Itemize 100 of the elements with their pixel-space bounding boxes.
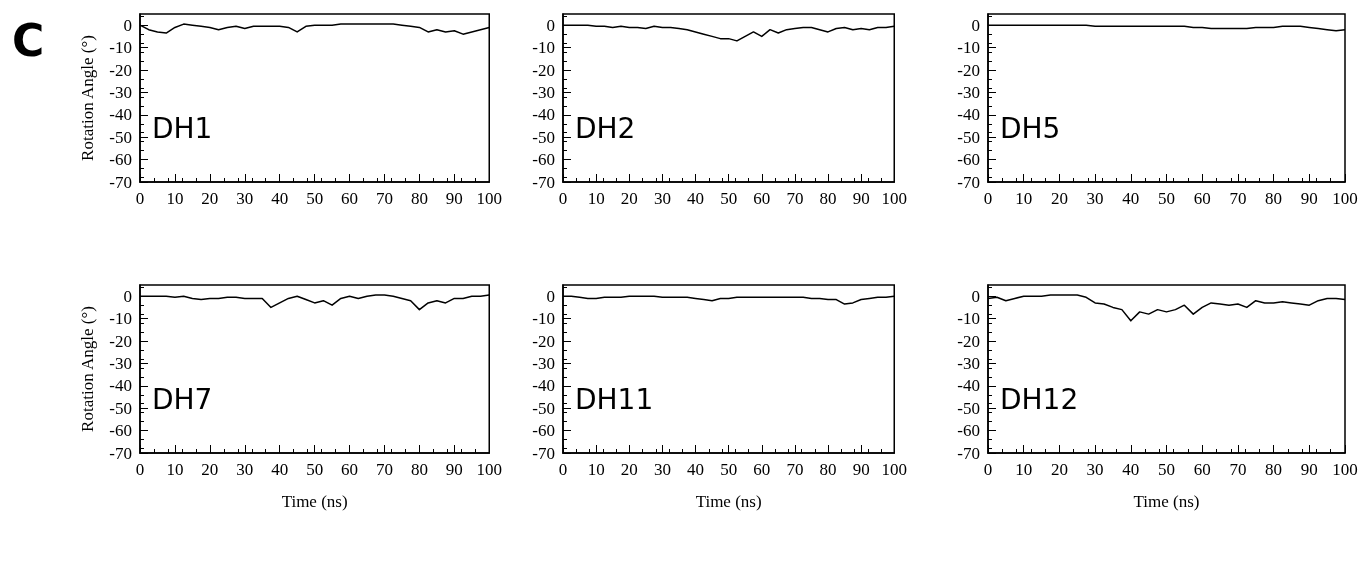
x-tick-label: 30: [236, 189, 254, 208]
x-axis-title: Time (ns): [281, 492, 348, 511]
x-tick-label: 60: [341, 189, 359, 208]
x-tick-label: 80: [819, 189, 837, 208]
x-tick-label: 30: [653, 189, 671, 208]
x-tick-label: 10: [587, 189, 605, 208]
y-tick-label: -60: [957, 150, 980, 170]
y-tick-label: -60: [957, 421, 980, 441]
x-tick-label: 60: [341, 460, 359, 479]
x-tick-label: 100: [1332, 189, 1358, 208]
x-tick-label: 40: [1122, 189, 1140, 208]
y-tick-label: -60: [109, 150, 132, 170]
x-tick-label: 40: [687, 189, 704, 208]
y-axis-title: Rotation Angle (°): [78, 35, 97, 161]
x-tick-label: 70: [786, 189, 804, 208]
x-tick-label: 90: [445, 189, 463, 208]
y-tick-label: -10: [957, 38, 980, 58]
y-tick-label: -70: [532, 172, 555, 192]
y-tick-label: 0: [971, 286, 980, 306]
y-tick-label: -10: [109, 38, 132, 58]
y-tick-label: -40: [532, 376, 555, 396]
x-tick-label: 40: [687, 460, 704, 479]
x-tick-label: 20: [1050, 460, 1068, 479]
y-tick-label: -30: [109, 82, 132, 102]
x-tick-label: 80: [819, 460, 837, 479]
x-tick-label: 80: [1265, 460, 1283, 479]
x-tick-label: 20: [201, 460, 219, 479]
y-tick-label: -50: [532, 398, 555, 418]
y-tick-label: -50: [109, 398, 132, 418]
x-tick-label: 20: [201, 189, 219, 208]
x-tick-label: 100: [881, 189, 907, 208]
y-tick-label: -30: [532, 82, 555, 102]
x-tick-label: 70: [375, 460, 393, 479]
x-tick-label: 100: [1332, 460, 1358, 479]
y-tick-label: -50: [109, 127, 132, 147]
y-tick-label: -60: [532, 150, 555, 170]
y-tick-label: -40: [109, 376, 132, 396]
y-tick-label: 0: [546, 286, 555, 306]
y-tick-label: -50: [532, 127, 555, 147]
x-tick-label: 80: [410, 189, 428, 208]
y-tick-label: -70: [957, 443, 980, 463]
x-tick-label: 60: [1193, 460, 1211, 479]
x-tick-label: 60: [1193, 189, 1211, 208]
y-tick-label: -70: [109, 443, 132, 463]
x-tick-label: 0: [558, 460, 568, 479]
text: DH1: [152, 111, 213, 145]
x-tick-label: 0: [983, 189, 993, 208]
y-tick-label: -40: [957, 376, 980, 396]
x-tick-label: 90: [852, 189, 870, 208]
y-tick-label: -20: [109, 60, 132, 80]
x-tick-label: 10: [1015, 460, 1033, 479]
x-tick-label: 10: [166, 460, 184, 479]
y-tick-label: 0: [123, 15, 132, 35]
x-tick-label: 40: [271, 460, 289, 479]
y-tick-label: -20: [957, 331, 980, 351]
x-tick-label: 10: [1015, 189, 1033, 208]
y-tick-label: -50: [957, 398, 980, 418]
y-tick-label: -50: [957, 127, 980, 147]
y-axis-title: Rotation Angle (°): [78, 306, 97, 432]
text: DH7: [152, 382, 213, 416]
x-tick-label: 50: [1158, 189, 1175, 208]
x-tick-label: 60: [753, 189, 771, 208]
x-axis-title: Time (ns): [1133, 492, 1200, 511]
y-tick-label: -10: [532, 38, 555, 58]
x-tick-label: 0: [135, 460, 145, 479]
x-tick-label: 80: [410, 460, 428, 479]
x-tick-label: 50: [1158, 460, 1175, 479]
y-tick-label: -70: [532, 443, 555, 463]
text: DH12: [1000, 382, 1079, 416]
x-tick-label: 70: [1229, 189, 1247, 208]
text: DH5: [1000, 111, 1061, 145]
x-tick-label: 30: [1086, 189, 1104, 208]
x-tick-label: 50: [720, 189, 738, 208]
x-tick-label: 20: [620, 460, 638, 479]
text: DH11: [575, 382, 654, 416]
x-tick-label: 0: [983, 460, 993, 479]
x-tick-label: 10: [166, 189, 184, 208]
y-tick-label: -30: [957, 82, 980, 102]
y-tick-label: -40: [957, 105, 980, 125]
y-tick-label: -30: [957, 353, 980, 373]
x-tick-label: 90: [445, 460, 463, 479]
x-tick-label: 40: [271, 189, 289, 208]
x-tick-label: 70: [1229, 460, 1247, 479]
x-tick-label: 70: [786, 460, 804, 479]
y-tick-label: -60: [532, 421, 555, 441]
x-tick-label: 90: [1300, 189, 1318, 208]
y-tick-label: -20: [109, 331, 132, 351]
x-tick-label: 10: [587, 460, 605, 479]
y-tick-label: -40: [109, 105, 132, 125]
x-tick-label: 0: [135, 189, 145, 208]
y-tick-label: -20: [957, 60, 980, 80]
y-tick-label: -10: [109, 309, 132, 329]
x-tick-label: 100: [476, 189, 502, 208]
text: DH2: [575, 111, 636, 145]
x-axis-title: Time (ns): [695, 492, 762, 511]
x-tick-label: 100: [476, 460, 502, 479]
y-tick-label: -40: [532, 105, 555, 125]
x-tick-label: 80: [1265, 189, 1283, 208]
x-tick-label: 20: [620, 189, 638, 208]
x-tick-label: 50: [306, 189, 324, 208]
